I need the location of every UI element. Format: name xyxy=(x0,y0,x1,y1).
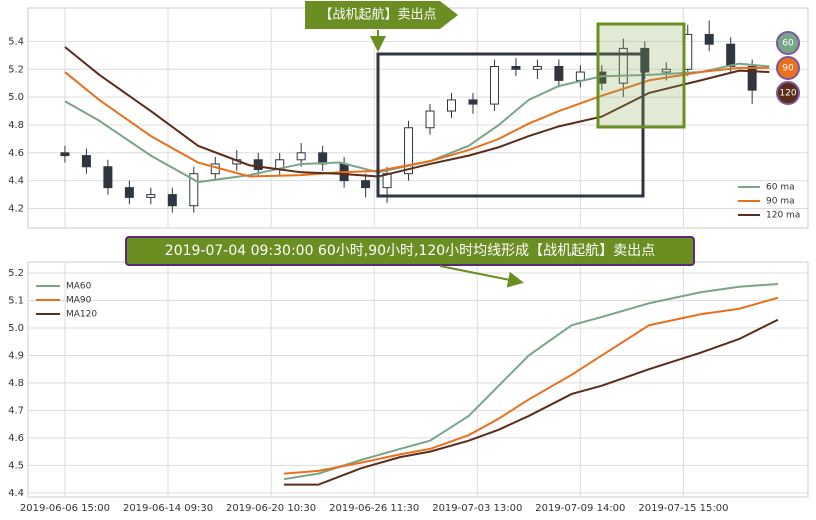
x-tick-label: 2019-06-20 10:30 xyxy=(226,503,316,514)
y-tick-label: 5.1 xyxy=(8,295,24,306)
candle-body xyxy=(124,187,134,198)
y-tick-label: 4.2 xyxy=(8,204,24,215)
legend-label: MA90 xyxy=(66,296,92,306)
ma-line xyxy=(283,318,779,486)
candle-body xyxy=(103,166,113,189)
annotation-flag xyxy=(305,1,458,29)
banner-arrow xyxy=(439,265,524,288)
y-tick-label: 5.2 xyxy=(8,268,24,279)
x-tick-label: 2019-07-09 14:00 xyxy=(535,503,625,514)
legend-label: 60 ma xyxy=(766,183,795,193)
candle-body xyxy=(532,65,542,70)
y-tick-label: 4.7 xyxy=(8,405,24,416)
x-tick-label: 2019-06-14 09:30 xyxy=(123,503,213,514)
legend-label: MA120 xyxy=(66,310,97,320)
badge-label: 90 xyxy=(782,64,794,74)
annotation: 【战机起航】卖出点 xyxy=(319,7,436,23)
candle-body xyxy=(554,65,564,81)
legend-label: 120 ma xyxy=(766,211,800,221)
y-tick-label: 5.0 xyxy=(8,92,24,103)
candle-body xyxy=(425,110,435,129)
y-tick-label: 4.4 xyxy=(8,488,24,499)
y-tick-label: 4.5 xyxy=(8,460,24,471)
x-tick-label: 2019-06-26 11:30 xyxy=(329,503,419,514)
x-tick-label: 2019-07-15 15:00 xyxy=(638,503,728,514)
ma-line xyxy=(64,46,770,178)
y-tick-label: 5.2 xyxy=(8,64,24,75)
candle-body xyxy=(640,47,650,73)
badge xyxy=(776,56,800,80)
candle-body xyxy=(146,194,156,198)
candle-body xyxy=(468,99,478,105)
badge-label: 60 xyxy=(782,39,794,49)
x-tick-label: 2019-06-06 15:00 xyxy=(20,503,110,514)
candle-body xyxy=(167,194,177,207)
bottom-frame xyxy=(27,261,809,498)
candle-body xyxy=(661,68,671,73)
y-tick-label: 5.4 xyxy=(8,36,24,47)
candle-body xyxy=(253,159,263,171)
ma-line xyxy=(64,66,770,178)
banner-text: 2019-07-04 09:30:00 60小时,90小时,120小时均线形成【… xyxy=(165,243,655,259)
candle-body xyxy=(81,155,91,168)
ma-line xyxy=(64,62,770,184)
candle-body xyxy=(747,65,757,91)
candle-body xyxy=(361,180,371,189)
badge xyxy=(776,81,800,105)
candle-body xyxy=(404,127,414,175)
candle-body xyxy=(511,65,521,70)
legend-label: MA60 xyxy=(66,282,92,292)
ma-line xyxy=(283,296,779,475)
x-tick-label: 2019-07-03 13:00 xyxy=(432,503,522,514)
ma-line xyxy=(283,282,779,481)
y-tick-label: 4.6 xyxy=(8,148,24,159)
candle-body xyxy=(575,71,585,81)
candle-body xyxy=(447,99,457,112)
y-tick-label: 4.4 xyxy=(8,176,24,187)
candle-body xyxy=(618,47,628,84)
banner xyxy=(125,236,695,266)
y-tick-label: 5.0 xyxy=(8,323,24,334)
candle-body xyxy=(60,152,70,157)
y-tick-label: 4.8 xyxy=(8,120,24,131)
badge-label: 120 xyxy=(779,89,796,99)
y-tick-label: 4.6 xyxy=(8,433,24,444)
candle-body xyxy=(726,43,736,67)
candle-body xyxy=(704,33,714,45)
candle-body xyxy=(489,65,499,105)
signal-box xyxy=(596,22,686,129)
y-tick-label: 4.8 xyxy=(8,378,24,389)
badge xyxy=(776,31,800,55)
legend-label: 90 ma xyxy=(766,197,795,207)
candle-body xyxy=(189,173,199,207)
candle-body xyxy=(296,152,306,161)
y-tick-label: 4.9 xyxy=(8,350,24,361)
highlight-box xyxy=(376,52,645,198)
